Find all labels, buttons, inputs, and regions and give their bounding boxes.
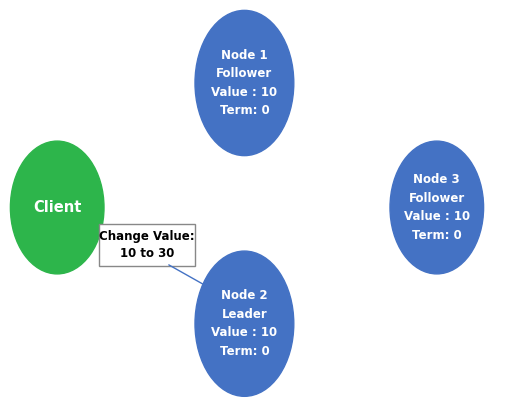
Text: Node 3
Follower
Value : 10
Term: 0: Node 3 Follower Value : 10 Term: 0 (404, 173, 470, 242)
Ellipse shape (390, 141, 484, 274)
Text: Client: Client (33, 200, 82, 215)
Text: Change Value:
10 to 30: Change Value: 10 to 30 (99, 230, 194, 260)
Ellipse shape (195, 251, 294, 396)
Text: Node 2
Leader
Value : 10
Term: 0: Node 2 Leader Value : 10 Term: 0 (211, 289, 278, 358)
Ellipse shape (195, 10, 294, 156)
FancyArrowPatch shape (169, 265, 207, 286)
Ellipse shape (10, 141, 104, 274)
FancyBboxPatch shape (99, 224, 195, 266)
Text: Node 1
Follower
Value : 10
Term: 0: Node 1 Follower Value : 10 Term: 0 (211, 49, 278, 117)
